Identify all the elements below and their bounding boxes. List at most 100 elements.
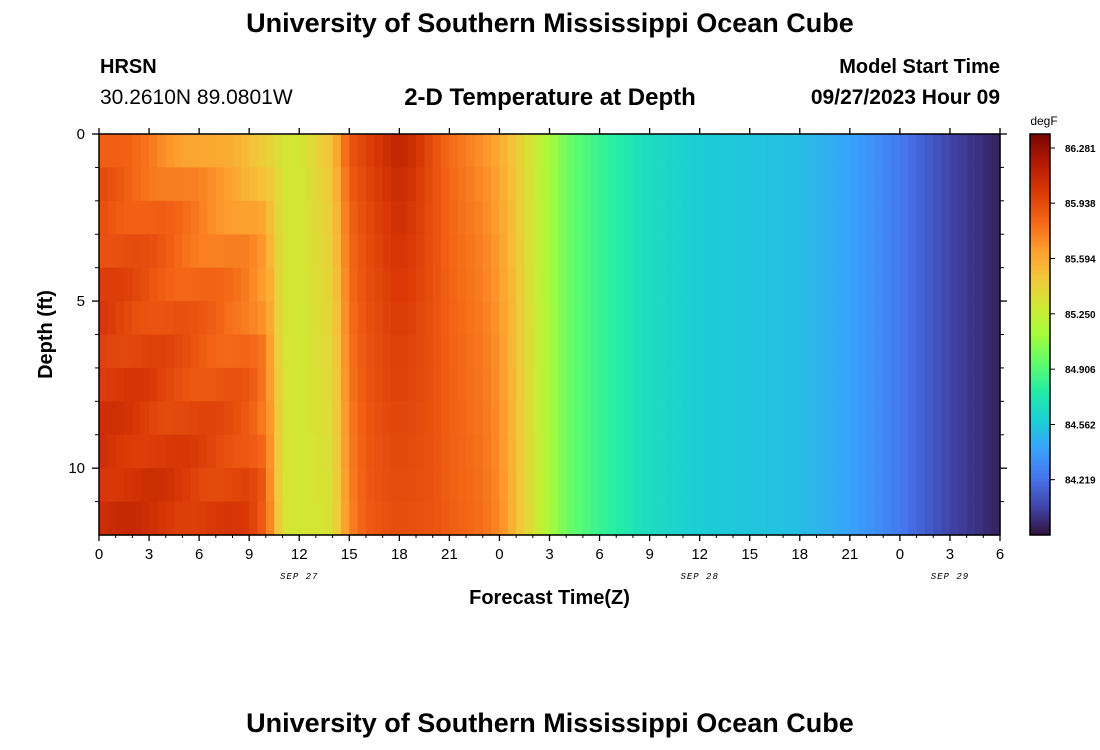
- heatmap-cell: [883, 267, 893, 302]
- heatmap-cell: [224, 501, 234, 536]
- heatmap-cell: [416, 367, 425, 402]
- heatmap-cell: [708, 434, 717, 469]
- heatmap-cell: [324, 267, 334, 302]
- heatmap-cell: [949, 167, 959, 202]
- heatmap-cell: [299, 367, 309, 402]
- heatmap-cell: [441, 301, 450, 336]
- heatmap-cell: [641, 367, 651, 402]
- heatmap-cell: [799, 334, 809, 369]
- heatmap-cell: [507, 134, 517, 169]
- heatmap-cell: [991, 167, 1001, 202]
- heatmap-cell: [207, 200, 217, 235]
- heatmap-cell: [566, 434, 576, 469]
- heatmap-cell: [516, 267, 526, 302]
- heatmap-cell: [891, 167, 901, 202]
- heatmap-cell: [365, 234, 375, 269]
- heatmap-cell: [883, 334, 893, 369]
- heatmap-cell: [215, 234, 225, 269]
- heatmap-cell: [816, 200, 826, 235]
- heatmap-cell: [966, 234, 976, 269]
- heatmap-cell: [340, 334, 350, 369]
- heatmap-cell: [783, 334, 793, 369]
- heatmap-cell: [916, 134, 926, 169]
- heatmap-cell: [924, 367, 934, 402]
- heatmap-cell: [532, 267, 542, 302]
- heatmap-cell: [124, 367, 133, 402]
- heatmap-cell: [649, 301, 659, 336]
- heatmap-cell: [324, 200, 334, 235]
- heatmap-cell: [624, 501, 634, 536]
- heatmap-cell: [182, 200, 192, 235]
- heatmap-cell: [282, 200, 292, 235]
- heatmap-cell: [649, 267, 659, 302]
- heatmap-cell: [841, 267, 851, 302]
- heatmap-cell: [224, 434, 234, 469]
- heatmap-cell: [874, 434, 884, 469]
- heatmap-cell: [307, 167, 317, 202]
- heatmap-cell: [824, 267, 834, 302]
- heatmap-cell: [699, 468, 709, 503]
- heatmap-cell: [974, 401, 984, 436]
- heatmap-cell: [390, 234, 400, 269]
- heatmap-cell: [182, 501, 192, 536]
- heatmap-cell: [532, 468, 542, 503]
- heatmap-cell: [983, 434, 993, 469]
- heatmap-cell: [249, 367, 259, 402]
- heatmap-cell: [557, 267, 567, 302]
- heatmap-cell: [207, 501, 217, 536]
- heatmap-cell: [874, 234, 884, 269]
- heatmap-cell: [132, 501, 142, 536]
- heatmap-cell: [657, 434, 667, 469]
- heatmap-cell: [357, 134, 367, 169]
- heatmap-cell: [349, 267, 359, 302]
- heatmap-cell: [874, 267, 884, 302]
- heatmap-cell: [332, 468, 342, 503]
- y-tick-label: 10: [68, 460, 85, 477]
- heatmap-cell: [399, 334, 409, 369]
- heatmap-cell: [566, 367, 576, 402]
- heatmap-cell: [791, 501, 801, 536]
- heatmap-cell: [966, 301, 976, 336]
- heatmap-cell: [499, 334, 509, 369]
- heatmap-cell: [374, 167, 384, 202]
- heatmap-cell: [607, 167, 617, 202]
- heatmap-cell: [174, 334, 184, 369]
- heatmap-cell: [724, 334, 734, 369]
- heatmap-cell: [424, 367, 434, 402]
- heatmap-cell: [390, 301, 400, 336]
- heatmap-cell: [808, 200, 818, 235]
- heatmap-cell: [507, 200, 517, 235]
- heatmap-cell: [232, 501, 242, 536]
- heatmap-cell: [441, 367, 450, 402]
- heatmap-cell: [641, 334, 651, 369]
- heatmap-cell: [374, 200, 384, 235]
- heatmap-cell: [149, 234, 158, 269]
- heatmap-cell: [891, 301, 901, 336]
- heatmap-cell: [290, 167, 300, 202]
- heatmap-cell: [290, 134, 300, 169]
- heatmap-cell: [407, 267, 417, 302]
- heatmap-cell: [691, 200, 701, 235]
- heatmap-cell: [783, 401, 793, 436]
- heatmap-cell: [582, 468, 592, 503]
- heatmap-cell: [824, 167, 834, 202]
- heatmap-cell: [741, 367, 751, 402]
- heatmap-cell: [766, 401, 776, 436]
- heatmap-cell: [132, 134, 142, 169]
- heatmap-cell: [99, 301, 108, 336]
- heatmap-cell: [382, 434, 392, 469]
- heatmap-cell: [899, 267, 909, 302]
- heatmap-cell: [541, 434, 551, 469]
- heatmap-cell: [199, 200, 209, 235]
- heatmap-cell: [507, 334, 517, 369]
- heatmap-cell: [591, 134, 601, 169]
- heatmap-cell: [207, 401, 217, 436]
- heatmap-cell: [307, 434, 317, 469]
- heatmap-cell: [107, 401, 117, 436]
- colorbar-tick-label: 84.562: [1065, 420, 1096, 431]
- heatmap-cell: [783, 501, 793, 536]
- heatmap-cell: [641, 501, 651, 536]
- heatmap-cell: [474, 501, 484, 536]
- heatmap-cell: [616, 468, 626, 503]
- heatmap-cell: [858, 401, 868, 436]
